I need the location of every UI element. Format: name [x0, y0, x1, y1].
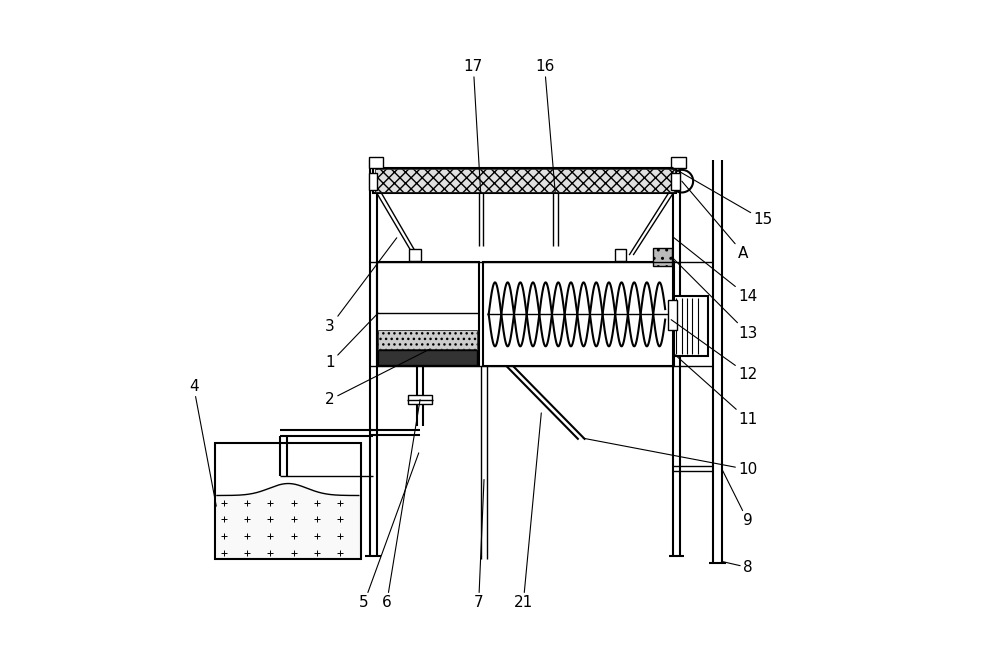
Bar	[671, 173, 680, 190]
Bar	[369, 173, 377, 190]
Bar	[668, 300, 677, 330]
Text: 16: 16	[535, 59, 555, 193]
Text: 6: 6	[382, 400, 420, 610]
Text: 11: 11	[674, 354, 757, 427]
Text: 21: 21	[514, 413, 541, 610]
Text: 10: 10	[583, 438, 757, 477]
Bar	[653, 248, 672, 266]
Text: 9: 9	[722, 469, 753, 528]
Text: A: A	[682, 181, 748, 260]
Bar	[671, 157, 686, 168]
Bar	[378, 350, 477, 365]
Text: 5: 5	[359, 453, 419, 610]
Bar	[375, 169, 675, 192]
Text: 12: 12	[671, 320, 757, 382]
Bar	[409, 249, 421, 261]
Bar	[615, 249, 626, 261]
Text: 3: 3	[325, 238, 397, 334]
Text: 7: 7	[474, 480, 484, 610]
Text: 14: 14	[673, 237, 757, 304]
Text: 2: 2	[325, 349, 430, 407]
Text: 13: 13	[672, 257, 757, 340]
Bar	[377, 262, 479, 366]
Text: 4: 4	[189, 379, 216, 506]
Bar	[378, 330, 477, 349]
Bar	[215, 443, 361, 559]
Text: 8: 8	[722, 560, 753, 575]
Bar	[408, 395, 432, 404]
Bar	[373, 168, 676, 193]
Bar	[674, 296, 708, 356]
Text: 1: 1	[325, 313, 378, 370]
Bar	[369, 157, 383, 168]
Text: 15: 15	[672, 167, 773, 227]
Bar	[483, 262, 674, 366]
Text: 17: 17	[464, 59, 483, 193]
